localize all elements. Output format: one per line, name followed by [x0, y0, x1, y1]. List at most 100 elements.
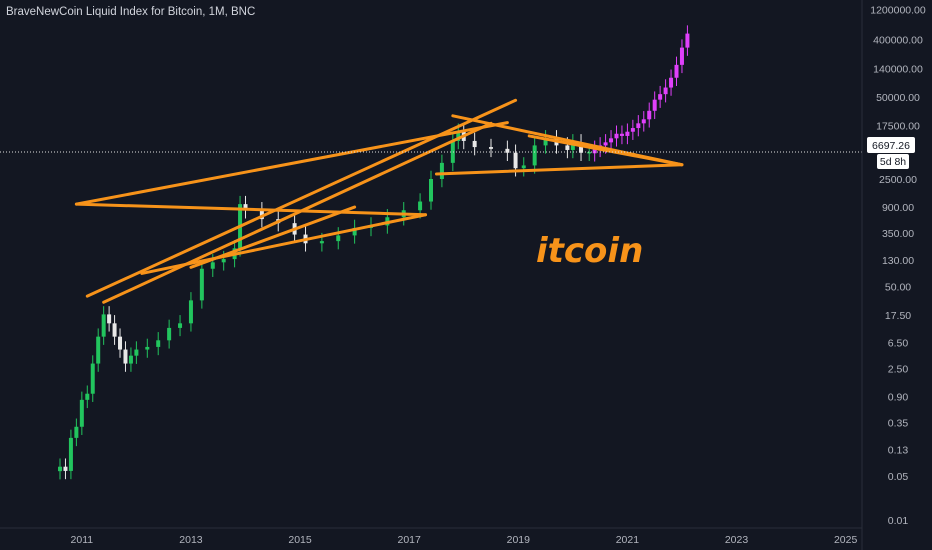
y-tick-label: 6.50: [888, 337, 909, 349]
trendline: [527, 134, 684, 167]
trendline: [85, 98, 518, 298]
trendline: [189, 205, 357, 269]
candle-body: [74, 426, 79, 438]
chart-title: BraveNewCoin Liquid Index for Bitcoin, 1…: [6, 6, 256, 18]
candle-body: [619, 133, 624, 136]
candle-body: [489, 147, 494, 149]
candle-body: [156, 340, 161, 347]
x-tick-label: 2017: [397, 534, 421, 546]
y-tick-label: 900.00: [882, 202, 914, 214]
annotation-text: itcoin: [536, 231, 643, 271]
x-tick-label: 2025: [834, 534, 858, 546]
last-price-label: 6697.26: [867, 137, 915, 153]
y-tick-label: 400000.00: [873, 35, 923, 47]
y-tick-label: 0.01: [888, 515, 909, 527]
candle-body: [199, 268, 204, 301]
candle-body: [429, 178, 433, 202]
candle-body: [243, 204, 248, 211]
trendline: [140, 213, 428, 275]
y-tick-label: 2.50: [888, 364, 909, 376]
y-tick-label: 0.90: [888, 392, 909, 404]
countdown-text: 5d 8h: [880, 156, 906, 168]
y-tick-label: 0.13: [888, 445, 909, 457]
candle-body: [658, 94, 663, 100]
candle-body: [603, 142, 608, 146]
candle-body: [107, 314, 112, 324]
y-tick-label: 2500.00: [879, 174, 917, 186]
candle-body: [96, 336, 101, 364]
candle-body: [592, 148, 597, 154]
candle-body: [210, 262, 215, 269]
candle-body: [123, 349, 128, 364]
candle-body: [58, 466, 63, 472]
x-tick-label: 2021: [616, 534, 640, 546]
candle-body: [674, 64, 679, 78]
candle-body: [128, 355, 133, 364]
candle-body: [118, 336, 123, 350]
x-tick-label: 2023: [725, 534, 749, 546]
candle-body: [532, 145, 537, 166]
candle-body: [579, 142, 584, 153]
y-tick-label: 0.05: [888, 471, 909, 483]
candle-body: [439, 162, 444, 179]
x-tick-label: 2011: [71, 534, 94, 546]
trendline: [74, 202, 428, 217]
candle-body: [456, 131, 461, 141]
candle-body: [521, 165, 526, 169]
candle-body: [505, 148, 510, 153]
y-tick-label: 50000.00: [876, 92, 920, 104]
candle-body: [319, 241, 324, 244]
candle-body: [636, 123, 641, 129]
candle-body: [188, 300, 193, 324]
candle-body: [112, 323, 117, 337]
x-tick-label: 2019: [507, 534, 531, 546]
y-tick-label: 350.00: [882, 228, 914, 240]
x-tick-label: 2013: [179, 534, 203, 546]
x-tick-label: 2015: [288, 534, 312, 546]
candle-body: [614, 133, 619, 139]
candle-body: [647, 110, 652, 120]
last-price-text: 6697.26: [872, 140, 910, 152]
candle-body: [570, 142, 575, 150]
candle-body: [167, 327, 172, 341]
candle-body: [178, 323, 183, 328]
candle-body: [79, 399, 84, 427]
candle-body: [336, 235, 341, 242]
candle-body: [352, 227, 357, 236]
candle-body: [68, 437, 73, 471]
candle-body: [513, 152, 518, 169]
candle-body: [565, 145, 570, 150]
y-tick-label: 0.35: [888, 418, 909, 430]
candle-body: [543, 138, 548, 146]
trendline: [102, 121, 493, 304]
candle-body: [145, 346, 150, 350]
candle-body: [63, 466, 68, 471]
candle-body: [90, 363, 95, 394]
candle-body: [663, 87, 668, 95]
candle-body: [609, 138, 614, 143]
candle-body: [221, 259, 226, 263]
y-tick-label: 1200000.00: [870, 5, 926, 17]
candle-body: [625, 131, 630, 136]
time-axis[interactable]: 2011 2013 2015 2017 2019 2021 2023 2025: [71, 534, 858, 546]
y-tick-label: 50.00: [885, 281, 911, 293]
y-tick-label: 17500.00: [876, 121, 920, 133]
candle-body: [630, 128, 635, 132]
candle-body: [669, 77, 674, 88]
bar-countdown: 5d 8h: [877, 154, 909, 169]
price-axis[interactable]: 0.01 0.05 0.13 0.35 0.90 2.50 6.50 17.50 50.00 13…: [870, 5, 926, 528]
candle-body: [101, 314, 106, 337]
candle-body: [587, 151, 592, 154]
y-tick-label: 140000.00: [873, 64, 923, 76]
candle-body: [685, 33, 690, 48]
trendline: [74, 121, 509, 206]
y-tick-label: 17.50: [885, 310, 911, 322]
candle-body: [450, 140, 455, 163]
candle-body: [652, 99, 657, 111]
y-tick-label: 130.00: [882, 255, 914, 267]
candle-body: [679, 47, 684, 65]
candle-body: [85, 393, 90, 400]
candle-body: [418, 201, 423, 211]
candle-body: [641, 119, 646, 124]
